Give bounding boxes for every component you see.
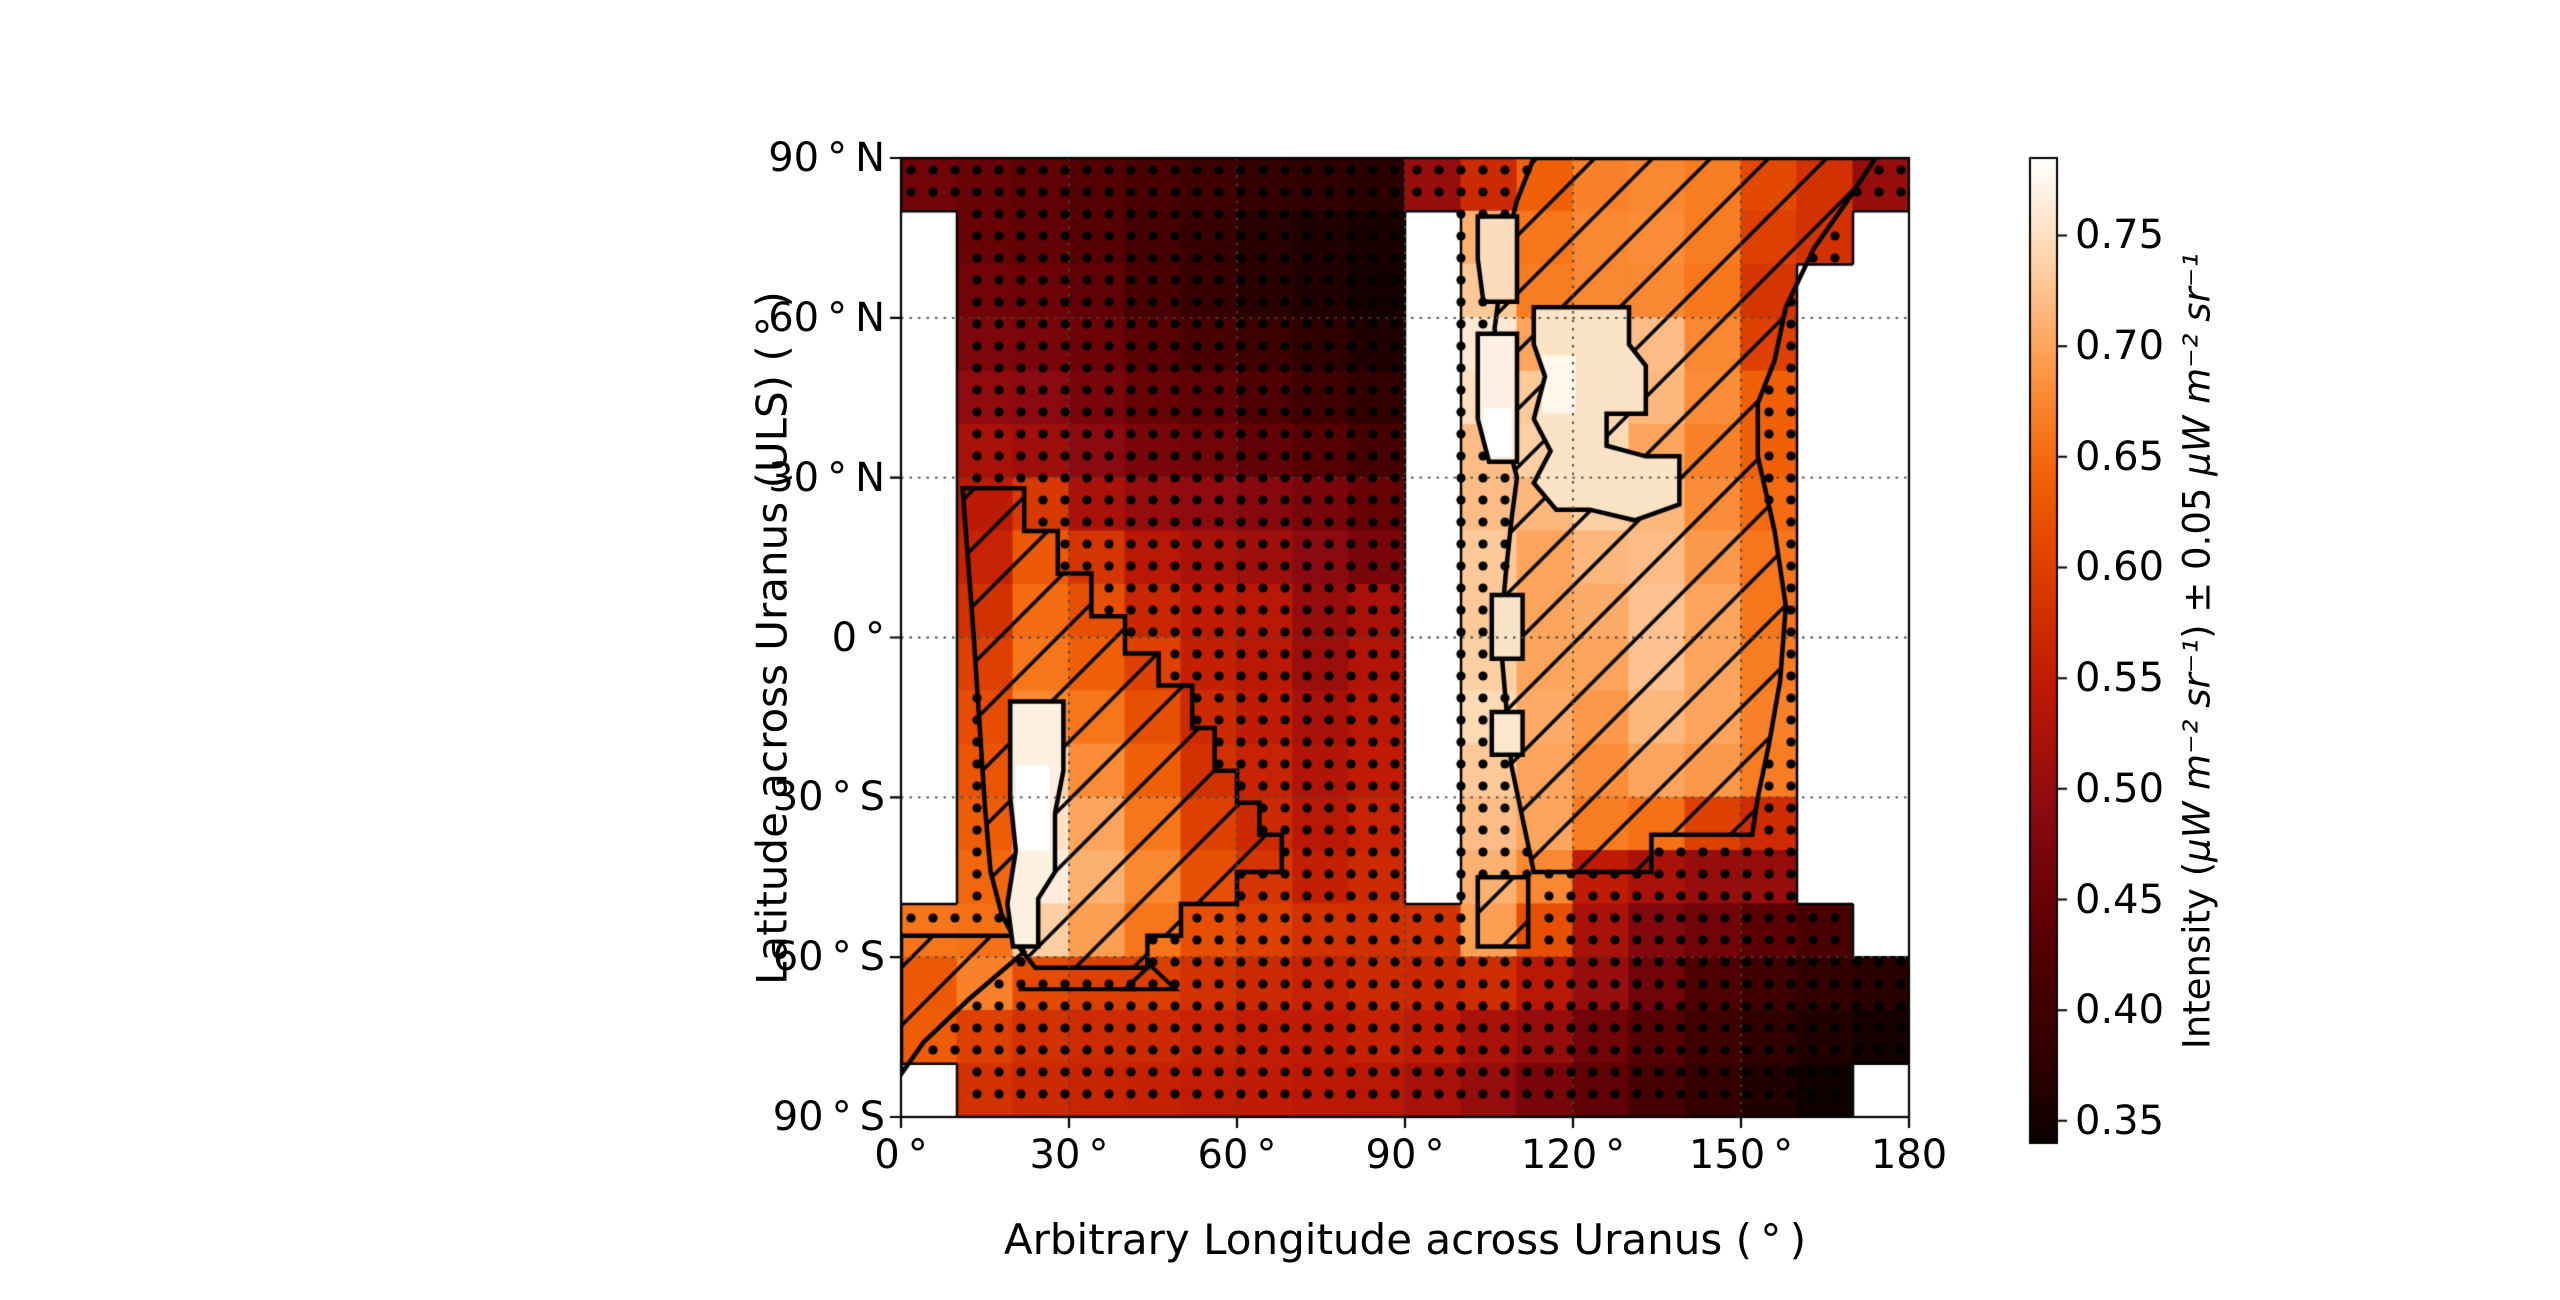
colorbar-tick-label: 0.40 [2075, 987, 2165, 1034]
x-tick-label: 120 ° [1520, 1132, 1626, 1178]
x-tick-label: 150 ° [1688, 1132, 1794, 1178]
x-tick-label: 0 ° [874, 1132, 928, 1178]
y-tick-label: 90 ° N [768, 135, 885, 181]
colorbar-tick-label: 0.50 [2075, 765, 2165, 812]
colorbar-label: Intensity (μW m⁻² sr⁻¹) ± 0.05 μW m⁻² sr… [2176, 252, 2219, 1048]
y-tick-label: 30 ° S [772, 774, 885, 821]
x-tick-label: 180 [1870, 1132, 1948, 1178]
y-tick-label: 30 ° N [768, 454, 885, 501]
colorbar-tick-label: 0.60 [2075, 544, 2165, 591]
colorbar-label-text: ) ± 0.05 [2175, 475, 2219, 639]
y-tick-label: 60 ° S [772, 934, 885, 981]
colorbar-tick-label: 0.35 [2075, 1097, 2165, 1144]
colorbar-tick-label: 0.75 [2075, 212, 2165, 259]
y-tick-label: 90 ° S [772, 1094, 885, 1140]
y-tick-label: 60 ° N [768, 294, 885, 341]
x-axis-label: Arbitrary Longitude across Uranus ( ° ) [1003, 1215, 1807, 1264]
colorbar-tick-label: 0.65 [2075, 433, 2165, 480]
colorbar-tick-label: 0.70 [2075, 323, 2165, 370]
colorbar-label-text: Intensity ( [2175, 861, 2219, 1049]
colorbar-tick-label: 0.45 [2075, 876, 2165, 923]
colorbar-label-units: μW m⁻² sr⁻¹ [2175, 638, 2219, 862]
x-tick-label: 30 ° [1029, 1132, 1109, 1178]
x-tick-label: 60 ° [1197, 1132, 1277, 1178]
colorbar-tick-label: 0.55 [2075, 655, 2165, 702]
x-tick-label: 90 ° [1365, 1132, 1445, 1178]
colorbar-label-units: μW m⁻² sr⁻¹ [2175, 252, 2219, 476]
y-tick-label: 0 ° [831, 614, 885, 661]
y-axis-label: Latitude across Uranus (ULS) ( ° ) [747, 290, 797, 985]
